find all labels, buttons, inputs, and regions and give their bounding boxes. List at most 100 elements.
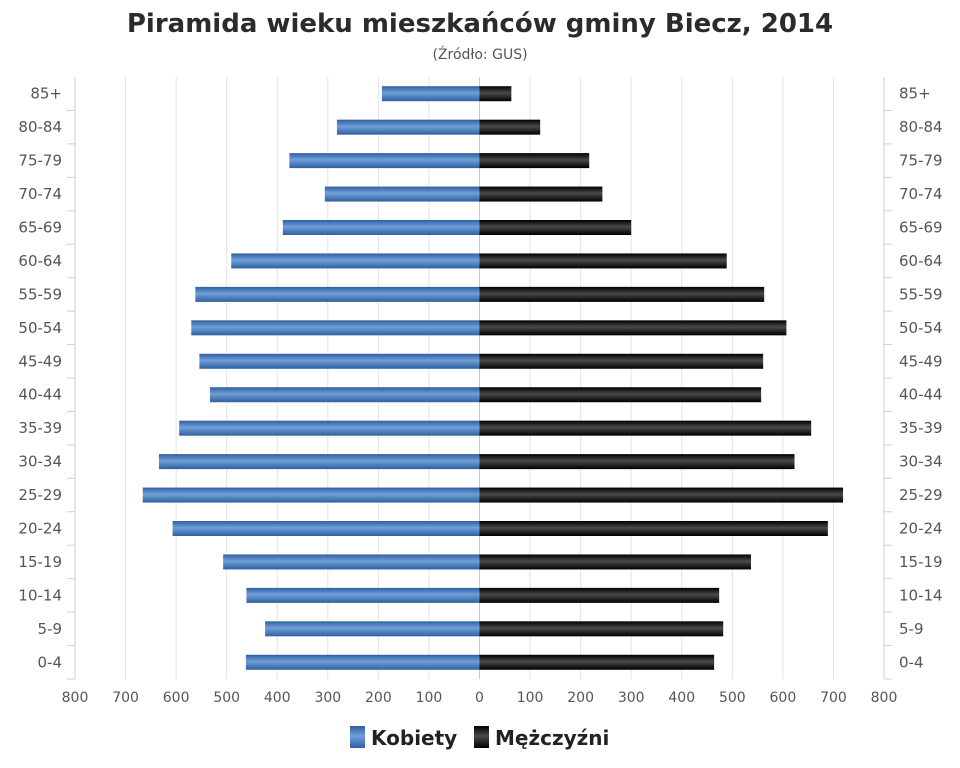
bar-kobiety[interactable] xyxy=(199,353,480,369)
bar-kobiety[interactable] xyxy=(142,487,480,503)
bar-kobiety[interactable] xyxy=(324,186,480,202)
bar-kobiety[interactable] xyxy=(246,587,480,603)
bar-kobiety[interactable] xyxy=(210,387,480,403)
bar-mezczyzni[interactable] xyxy=(479,420,812,436)
bar-mezczyzni[interactable] xyxy=(479,454,795,470)
bar-kobiety[interactable] xyxy=(179,420,480,436)
x-tick-label: 200 xyxy=(567,690,594,706)
y-category-label-right: 40-44 xyxy=(899,386,943,404)
bar-mezczyzni[interactable] xyxy=(479,320,787,336)
x-tick-label: 500 xyxy=(213,690,240,706)
bar-kobiety[interactable] xyxy=(231,253,480,269)
y-category-label-left: 55-59 xyxy=(18,285,62,303)
bar-mezczyzni[interactable] xyxy=(479,387,762,403)
chart-title: Piramida wieku mieszkańców gminy Biecz, … xyxy=(127,9,833,39)
y-category-label-left: 70-74 xyxy=(18,185,62,203)
y-category-label-right: 50-54 xyxy=(899,319,943,337)
y-category-label-left: 35-39 xyxy=(18,419,62,437)
y-category-label-left: 30-34 xyxy=(18,453,62,471)
y-category-label-left: 60-64 xyxy=(18,252,62,270)
bar-kobiety[interactable] xyxy=(265,621,480,637)
bar-kobiety[interactable] xyxy=(195,286,480,302)
x-axis-ticks: 800 700 600 500 400 300 200 100 0 100 200 300 400 500… xyxy=(62,690,898,706)
bar-mezczyzni[interactable] xyxy=(479,521,828,536)
y-category-label-right: 5-9 xyxy=(899,620,924,638)
y-category-label-left: 85+ xyxy=(30,85,62,103)
legend-swatch xyxy=(474,726,489,748)
y-category-label-right: 35-39 xyxy=(899,419,943,437)
bar-mezczyzni[interactable] xyxy=(479,153,590,169)
y-category-label-right: 20-24 xyxy=(899,520,943,538)
x-tick-label: 100 xyxy=(416,690,443,706)
x-tick-label: 700 xyxy=(112,690,139,706)
bar-mezczyzni[interactable] xyxy=(479,86,512,102)
bar-mezczyzni[interactable] xyxy=(479,487,844,503)
y-category-label-right: 70-74 xyxy=(899,185,943,203)
legend-item-kobiety[interactable]: Kobiety xyxy=(350,726,457,750)
y-category-label-left: 0-4 xyxy=(38,653,63,671)
y-category-label-left: 80-84 xyxy=(18,118,62,136)
y-category-label-left: 75-79 xyxy=(18,152,62,170)
x-tick-label: 700 xyxy=(820,690,847,706)
x-tick-label: 300 xyxy=(618,690,645,706)
bar-mezczyzni[interactable] xyxy=(479,353,764,369)
bar-kobiety[interactable] xyxy=(289,153,480,169)
bar-mezczyzni[interactable] xyxy=(479,587,720,603)
chart-subtitle: (Źródło: GUS) xyxy=(432,45,527,63)
x-tick-label: 300 xyxy=(314,690,341,706)
x-tick-label: 400 xyxy=(668,690,695,706)
y-category-label-right: 80-84 xyxy=(899,118,943,136)
legend-swatch xyxy=(350,726,365,748)
y-category-label-left: 40-44 xyxy=(18,386,62,404)
y-category-label-right: 65-69 xyxy=(899,219,943,237)
y-category-label-right: 25-29 xyxy=(899,486,943,504)
category-labels: 85+ 85+ 80-84 80-84 75-79 75-79 70-74 70-74 65-6… xyxy=(18,85,942,672)
bar-mezczyzni[interactable] xyxy=(479,186,603,202)
y-category-label-right: 15-19 xyxy=(899,553,943,571)
x-tick-label: 100 xyxy=(517,690,544,706)
bar-kobiety[interactable] xyxy=(245,654,480,670)
y-category-label-left: 45-49 xyxy=(18,352,62,370)
x-tick-label: 600 xyxy=(770,690,797,706)
y-category-label-right: 0-4 xyxy=(899,653,924,671)
y-category-label-left: 10-14 xyxy=(18,586,62,604)
y-category-label-right: 75-79 xyxy=(899,152,943,170)
x-tick-label: 600 xyxy=(163,690,190,706)
x-tick-label: 500 xyxy=(719,690,746,706)
bar-kobiety[interactable] xyxy=(282,220,480,235)
bar-kobiety[interactable] xyxy=(381,86,480,102)
legend[interactable]: Kobiety Mężczyźni xyxy=(350,726,609,750)
y-category-label-left: 5-9 xyxy=(38,620,63,638)
bar-mezczyzni[interactable] xyxy=(479,119,541,135)
y-category-label-left: 15-19 xyxy=(18,553,62,571)
y-category-label-left: 20-24 xyxy=(18,520,62,538)
bar-kobiety[interactable] xyxy=(336,119,480,135)
bar-kobiety[interactable] xyxy=(158,454,480,470)
y-category-label-left: 25-29 xyxy=(18,486,62,504)
bar-mezczyzni[interactable] xyxy=(479,654,715,670)
bar-mezczyzni[interactable] xyxy=(479,220,632,235)
bars xyxy=(142,86,844,670)
bar-kobiety[interactable] xyxy=(223,554,480,570)
legend-item-mezczyzni[interactable]: Mężczyźni xyxy=(474,726,609,750)
bar-mezczyzni[interactable] xyxy=(479,621,724,637)
bar-mezczyzni[interactable] xyxy=(479,253,727,269)
x-tick-label: 400 xyxy=(264,690,291,706)
y-category-label-left: 65-69 xyxy=(18,219,62,237)
bar-mezczyzni[interactable] xyxy=(479,554,752,570)
y-category-label-left: 50-54 xyxy=(18,319,62,337)
x-tick-label: 800 xyxy=(871,690,898,706)
legend-label: Mężczyźni xyxy=(495,726,609,750)
grid xyxy=(67,77,892,680)
legend-label: Kobiety xyxy=(371,726,457,750)
bar-mezczyzni[interactable] xyxy=(479,286,765,302)
y-category-label-right: 45-49 xyxy=(899,352,943,370)
x-tick-label: 200 xyxy=(365,690,392,706)
y-category-label-right: 85+ xyxy=(899,85,931,103)
x-tick-label: 0 xyxy=(475,690,484,706)
y-category-label-right: 10-14 xyxy=(899,586,943,604)
bar-kobiety[interactable] xyxy=(191,320,480,336)
y-category-label-right: 30-34 xyxy=(899,453,943,471)
bar-kobiety[interactable] xyxy=(172,521,480,536)
